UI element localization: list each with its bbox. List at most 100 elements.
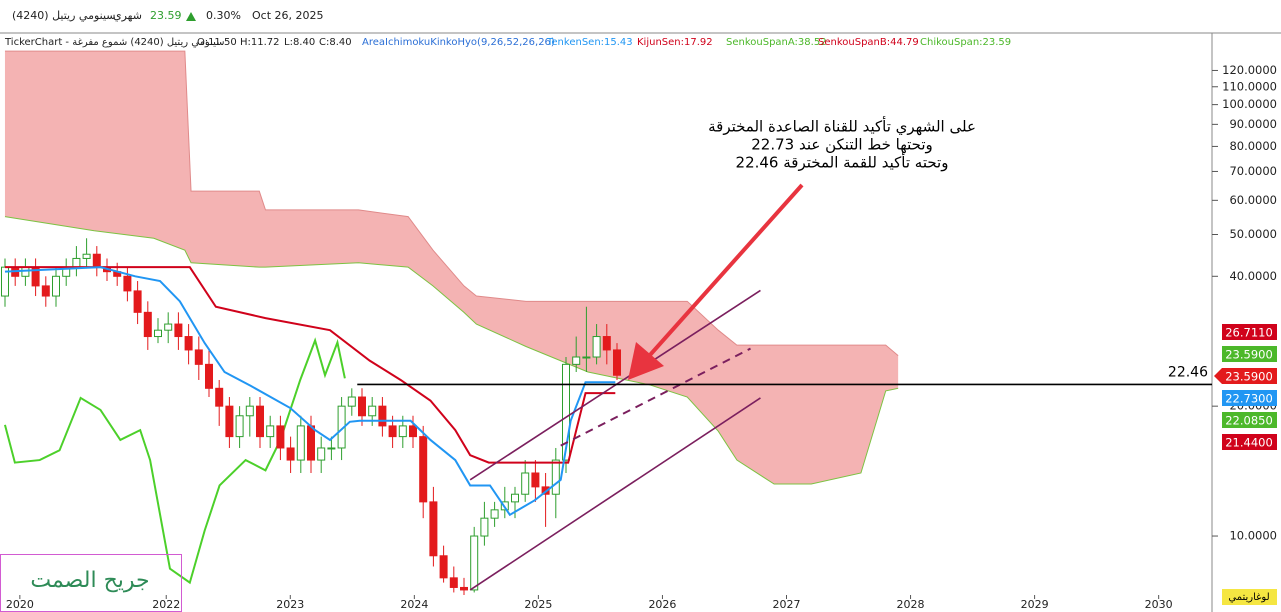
candle-body (398, 425, 407, 438)
legend-chikou: ChikouSpan:23.59 (920, 37, 1011, 48)
annotation: على الشهري تأكيد للقناة الصاعدة المخترقة (708, 116, 976, 137)
candle-body (317, 447, 326, 461)
price-tag-label: 22.0850 (1225, 414, 1273, 428)
scale-box (1222, 589, 1277, 605)
price-tag-label: 22.7300 (1225, 392, 1273, 406)
price-tag (1222, 346, 1277, 362)
date: Oct 26, 2025 (252, 9, 324, 22)
candle-body (511, 493, 519, 503)
candle-body (164, 323, 173, 331)
x-tick-label: 2029 (1021, 598, 1049, 611)
y-tick-label: 50.0000 (1229, 227, 1277, 241)
source: TickerChart - سينومي ريتيل (4240) شموع م… (4, 37, 225, 48)
y-tick-label: 60.0000 (1229, 193, 1277, 207)
price-tag-label: 21.4400 (1225, 436, 1273, 450)
candle-body (286, 447, 295, 461)
legend-tenkan: TenkenSen:15.43 (546, 37, 633, 48)
level-label: 22.46 (1168, 364, 1208, 380)
candle-body (82, 253, 91, 259)
candle-body (184, 336, 193, 351)
y-tick-label: 40.0000 (1229, 269, 1277, 283)
legend-span-a: SenkouSpanA:38.52 (726, 37, 827, 48)
indicator-line (3, 337, 346, 585)
candle-body (521, 472, 530, 495)
legend-span-b: SenkouSpanB:44.79 (818, 37, 919, 48)
candle-body (613, 349, 621, 376)
x-tick-label: 2030 (1145, 598, 1173, 611)
price-tag (1222, 390, 1277, 406)
candle-body (562, 363, 570, 461)
candle-body (572, 356, 581, 365)
price-tag-label: 26.7110 (1225, 326, 1273, 340)
candle-body (307, 425, 315, 461)
price-tag (1222, 368, 1277, 384)
last-price: 23.59 (150, 9, 182, 22)
candle-body (531, 472, 540, 488)
arrow-head (628, 342, 664, 380)
x-tick-label: 2024 (400, 598, 428, 611)
candle-body (296, 425, 305, 461)
span-a-line (4, 216, 899, 485)
candle-body (154, 329, 162, 338)
indicator-line (4, 266, 616, 464)
candle-body (143, 311, 152, 338)
trendline (560, 347, 751, 447)
trendline (469, 397, 761, 591)
x-tick-label: 2023 (276, 598, 304, 611)
arrow (648, 183, 804, 357)
ohlc: C:8.40 (319, 37, 352, 48)
annotation: وتحته تأكيد للقمة المخترقة 22.46 (736, 152, 949, 172)
candle-body (215, 387, 224, 407)
plot: TickerChart (1, 50, 1212, 595)
candle-body (429, 501, 438, 557)
ohlc: O:11.50 (197, 37, 237, 48)
x-tick-label: 2026 (648, 598, 676, 611)
candle-body (225, 405, 234, 438)
cloud-fill (4, 51, 899, 485)
x-tick-label: 2027 (772, 598, 800, 611)
y-tick-label: 110.0000 (1222, 79, 1277, 93)
candle-body (419, 436, 428, 503)
candle-body (41, 285, 50, 297)
y-tick-label: 10.0000 (1229, 529, 1277, 543)
candle-body (592, 336, 601, 358)
candle-body (245, 405, 254, 417)
candle-body (460, 586, 468, 591)
candle-body (276, 425, 285, 449)
indicator-line (4, 266, 616, 517)
candle-body (194, 349, 203, 365)
legend-kijun: KijunSen:17.92 (637, 37, 713, 48)
price-tag (1222, 324, 1277, 340)
candle-body (235, 415, 244, 438)
up-arrow (186, 12, 196, 21)
candle-body (409, 425, 417, 438)
candle-body (52, 275, 60, 297)
candle-body (439, 555, 448, 579)
scale-label: لوغاريتمي (1228, 592, 1269, 603)
candle-body (123, 275, 132, 292)
y-tick-label: 120.0000 (1222, 63, 1277, 77)
ohlc: H:11.72 (240, 37, 280, 48)
candle-body (266, 425, 275, 438)
candle-body (327, 447, 336, 450)
period: شهري (113, 9, 142, 22)
change: 0.30% (206, 9, 241, 22)
signature: جريح الصمت (30, 568, 149, 593)
price-tag-label: 23.5900 (1225, 370, 1273, 384)
candle-body (388, 425, 397, 438)
indicator: AreaIchimokuKinkoHyo(9,26,52,26,26) (362, 37, 555, 48)
candle-body (72, 257, 81, 268)
span-b-line (4, 50, 899, 356)
y-tick-label: 70.0000 (1229, 164, 1277, 178)
candle-body (480, 517, 489, 537)
price-tag (1222, 412, 1277, 428)
candle-body (92, 253, 101, 268)
candle-body (490, 509, 499, 519)
candle-body (358, 396, 366, 417)
candle-body (551, 459, 560, 495)
candle-body (133, 290, 142, 313)
candle-body (174, 323, 183, 338)
price-tag (1222, 434, 1277, 450)
ohlc: L:8.40 (284, 37, 315, 48)
